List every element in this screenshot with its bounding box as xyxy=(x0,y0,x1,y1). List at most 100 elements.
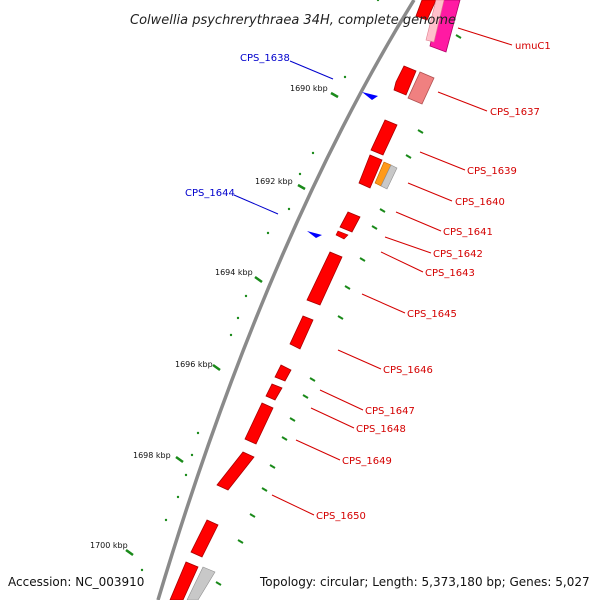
label-line xyxy=(380,251,424,273)
rna-label-lines xyxy=(233,60,334,215)
kbp-label: 1700 kbp xyxy=(90,541,128,550)
gene-label: CPS_1642 xyxy=(433,249,483,260)
gene-cps1650 xyxy=(216,451,255,491)
kbp-tick xyxy=(175,455,184,464)
track-dot xyxy=(190,453,194,457)
label-line xyxy=(310,407,355,429)
label-line xyxy=(361,293,406,314)
track-dash xyxy=(269,464,276,469)
rna-cps1644 xyxy=(307,231,322,238)
gene-label: CPS_1637 xyxy=(490,107,540,118)
kbp-tick xyxy=(254,275,263,284)
kbp-tick-marks xyxy=(125,91,339,557)
gene-label: CPS_1641 xyxy=(443,227,493,238)
gene-label: umuC1 xyxy=(515,41,551,52)
gene-cps1650-lower xyxy=(190,519,219,558)
track-dash xyxy=(215,581,222,586)
track-dash xyxy=(344,285,351,290)
gene-umuC1 xyxy=(415,0,437,21)
gene-label: CPS_1646 xyxy=(383,365,433,376)
genome-info-text: Topology: circular; Length: 5,373,180 bp… xyxy=(259,575,590,589)
gene-cps1637 xyxy=(393,65,417,96)
track-dot xyxy=(244,294,248,298)
track-dash xyxy=(417,129,424,134)
gene-cps1639 xyxy=(370,119,398,156)
label-line xyxy=(384,236,432,254)
gene-cps1637-pink xyxy=(407,71,435,105)
gene-umuC1-light xyxy=(425,0,445,43)
track-dot xyxy=(229,333,233,337)
backbone-shadow xyxy=(158,0,419,600)
kbp-tick xyxy=(212,363,221,372)
track-dot xyxy=(343,75,347,79)
gene-label: CPS_1645 xyxy=(407,309,457,320)
label-line xyxy=(295,439,341,461)
gene-label: CPS_1640 xyxy=(455,197,505,208)
track-dash xyxy=(309,377,316,382)
track-dot xyxy=(266,231,270,235)
kbp-tick xyxy=(297,183,306,191)
track-dot xyxy=(196,431,200,435)
label-line xyxy=(457,27,513,46)
track-dot xyxy=(140,568,144,572)
track-dash xyxy=(302,394,309,399)
map-title: Colwellia psychrerythraea 34H, complete … xyxy=(130,13,456,28)
label-line xyxy=(395,211,442,232)
label-line xyxy=(233,194,279,215)
kbp-label: 1690 kbp xyxy=(290,84,328,93)
track-dot xyxy=(164,518,168,522)
label-line xyxy=(289,60,334,80)
track-dash xyxy=(405,154,412,159)
inner-dotted-track xyxy=(140,0,380,572)
rna-label: CPS_1644 xyxy=(185,188,235,199)
track-dash xyxy=(359,257,366,262)
accession-text: Accession: NC_003910 xyxy=(8,575,144,589)
gene-cps1648 xyxy=(265,383,283,401)
track-dash xyxy=(261,487,268,492)
gene-label-lines xyxy=(271,27,513,516)
rna-cps1638 xyxy=(362,92,378,100)
gene-cps1642 xyxy=(335,230,349,240)
label-line xyxy=(419,151,466,171)
backbone-line xyxy=(156,0,416,600)
track-dot xyxy=(236,316,240,320)
track-dash xyxy=(379,208,386,213)
gene-cps1647 xyxy=(274,364,292,382)
track-dash xyxy=(371,225,378,230)
outer-dash-track xyxy=(215,34,462,586)
gene-bottom xyxy=(169,561,199,600)
track-dot xyxy=(176,495,180,499)
rna-label: CPS_1638 xyxy=(240,53,290,64)
gene-features xyxy=(169,0,461,600)
kbp-tick xyxy=(330,91,339,99)
gene-label: CPS_1639 xyxy=(467,166,517,177)
track-dot xyxy=(184,473,188,477)
label-line xyxy=(319,389,364,411)
track-dot xyxy=(311,151,315,155)
kbp-label: 1696 kbp xyxy=(175,360,213,369)
gene-gray xyxy=(380,164,398,190)
kbp-label: 1692 kbp xyxy=(255,177,293,186)
track-dash xyxy=(289,417,296,422)
track-dot xyxy=(376,0,380,2)
kbp-labels: 1690 kbp 1692 kbp 1694 kbp 1696 kbp 1698… xyxy=(90,84,328,550)
gene-cps1645 xyxy=(306,251,343,306)
gene-cps1640 xyxy=(358,154,383,189)
gene-cps1649 xyxy=(244,402,274,445)
gene-label: CPS_1649 xyxy=(342,456,392,467)
gene-bottom-gray xyxy=(186,566,216,600)
gene-label: CPS_1650 xyxy=(316,511,366,522)
label-line xyxy=(407,182,453,202)
kbp-label: 1694 kbp xyxy=(215,268,253,277)
track-dash xyxy=(455,34,462,39)
label-line xyxy=(437,91,488,112)
gene-cps1641 xyxy=(339,211,361,233)
track-dash xyxy=(337,315,344,320)
kbp-tick xyxy=(125,548,134,557)
track-dash xyxy=(249,513,256,518)
gene-label: CPS_1643 xyxy=(425,268,475,279)
footer: Accession: NC_003910 Topology: circular;… xyxy=(8,575,590,589)
kbp-label: 1698 kbp xyxy=(133,451,171,460)
track-dash xyxy=(281,436,288,441)
